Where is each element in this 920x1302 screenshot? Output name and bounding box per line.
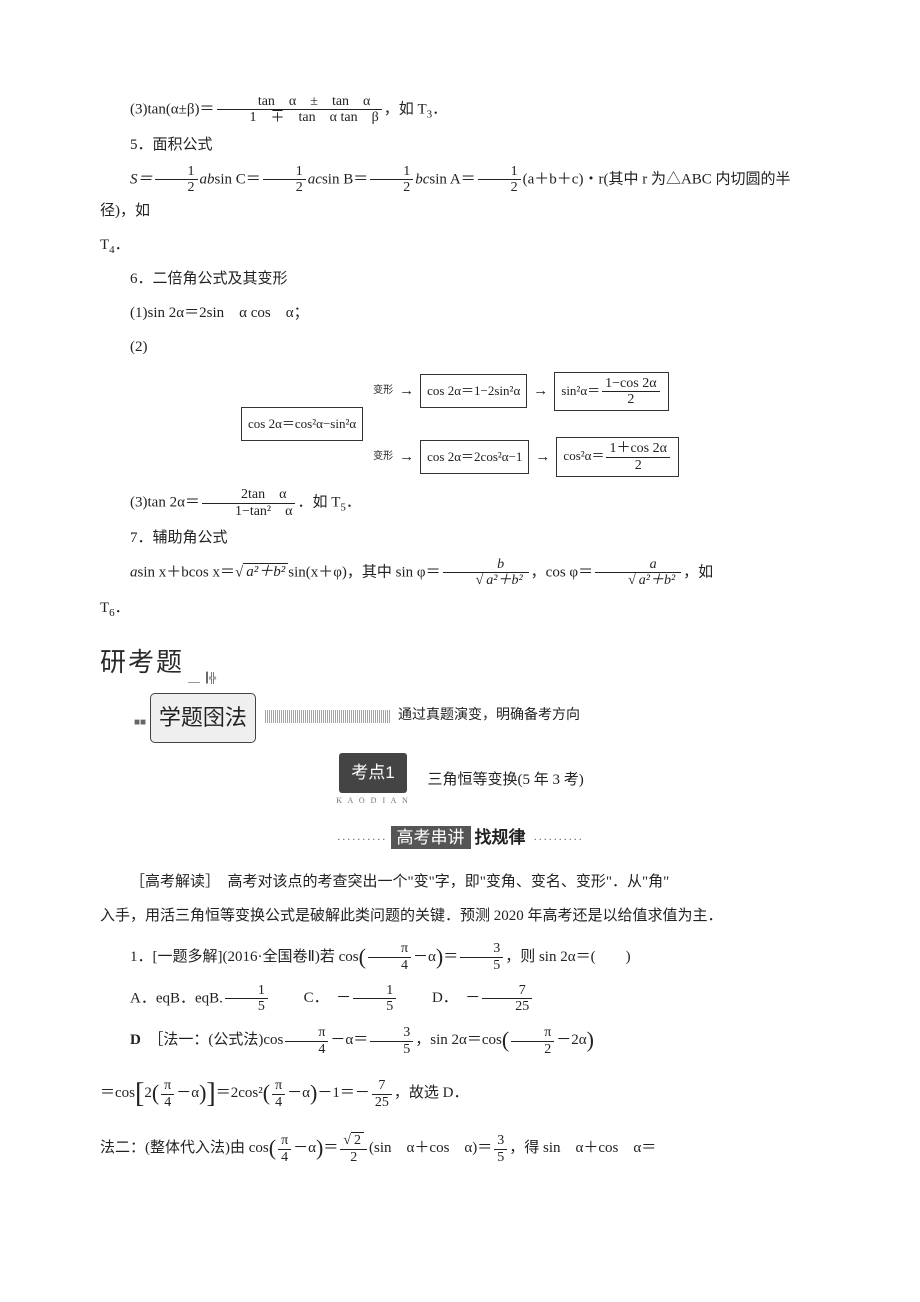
option-d: D． － (432, 990, 480, 1006)
answer-line2: ＝cos[2(π4－α)]＝2cos²(π4－α)－1＝－725，故选 D． (100, 1066, 820, 1122)
kaodian-title: 三角恒等变换(5 年 3 考) (428, 765, 584, 795)
text: ，如 T (384, 101, 427, 117)
zhaoguilu: 找规律 (471, 826, 530, 849)
t6-ref: T6． (100, 593, 820, 623)
answer-choice: D (130, 1032, 141, 1048)
diag-box: cos²α＝1＋cos 2α2 (556, 437, 679, 477)
fraction: tan α ± tan α1 ∓ tan α tan β (217, 94, 382, 126)
section-5-title: 5．面积公式 (100, 130, 820, 160)
header-tagline: 通过真题演变，明确备考方向 (398, 702, 580, 730)
gaokao-chuanjiang: 高考串讲 (391, 826, 471, 849)
t4-ref: T4． (100, 230, 820, 260)
option-a-b: A．eqB．eqB. (130, 990, 223, 1006)
area-formula: S＝12absin C＝12acsin B＝12bcsin A＝12(a＋b＋c… (100, 164, 820, 226)
diag-box: cos 2α＝1−2sin²α (420, 374, 527, 408)
item-6-3: (3)tan 2α＝2tan α1−tan² α．如 T5． (100, 487, 820, 519)
header-yankao: 研考题 (100, 637, 184, 689)
bianxing-label: 变形 (373, 381, 393, 401)
gaokao-jiedu-l1: ［高考解读］ 高考对该点的考查突出一个"变"字，即"变角、变名、变形"．从"角" (100, 867, 820, 897)
formula-tan-sum: (3)tan(α±β)＝tan α ± tan α1 ∓ tan α tan β… (100, 94, 820, 126)
header-marks: ┃╬ (204, 669, 215, 689)
diag-left-box: cos 2α＝cos²α−sin²α (241, 407, 363, 441)
options-row: A．eqB．eqB.15 C． －15 D． －725 (100, 983, 820, 1015)
section-6-title: 6．二倍角公式及其变形 (100, 264, 820, 294)
section-header: 研考题 ┃╬ ■■ 学题囹法 |||||||||||||||||||||||||… (100, 637, 820, 743)
cos2a-diagram: cos 2α＝cos²α−sin²α 变形 → cos 2α＝1−2sin²α … (100, 372, 820, 478)
question-1: 1．[一题多解](2016·全国卷Ⅱ)若 cos(π4－α)＝35，则 sin … (100, 935, 820, 979)
answer-line1: D ［法一：(公式法)cosπ4－α＝35，sin 2α＝cos(π2－2α) (100, 1018, 820, 1062)
chuanjiang-row: ·········· 高考串讲找规律 ·········· (100, 821, 820, 855)
text: (3)tan(α±β)＝ (130, 101, 215, 117)
header-xuefa: 学题囹法 (150, 693, 256, 743)
option-c: C． － (304, 990, 352, 1006)
kaodian-pinyin: K A O D I A N (336, 793, 410, 809)
aux-angle-formula: asin x＋bcos x＝√a²＋b²sin(x＋φ)，其中 sin φ＝b√… (100, 557, 820, 589)
kaodian-row: 考点1 K A O D I A N 三角恒等变换(5 年 3 考) (100, 753, 820, 809)
var: S＝ (130, 171, 153, 187)
bianxing-label: 变形 (373, 447, 393, 467)
diag-box: sin²α＝1−cos 2α2 (554, 372, 668, 412)
gaokao-jiedu-l2: 入手，用活三角恒等变换公式是破解此类问题的关键．预测 2020 年高考还是以给值… (100, 901, 820, 931)
barcode-icon: ||||||||||||||||||||||||||||||||||||||||… (264, 701, 390, 731)
text: ． (432, 101, 447, 117)
kaodian-badge: 考点1 (339, 753, 406, 793)
item-6-2: (2) (100, 332, 820, 362)
answer-method2: 法二：(整体代入法)由 cos(π4－α)＝√22(sin α＋cos α)＝3… (100, 1126, 820, 1170)
item-6-1: (1)sin 2α＝2sin α cos α； (100, 298, 820, 328)
section-7-title: 7．辅助角公式 (100, 523, 820, 553)
diag-box: cos 2α＝2cos²α−1 (420, 440, 529, 474)
